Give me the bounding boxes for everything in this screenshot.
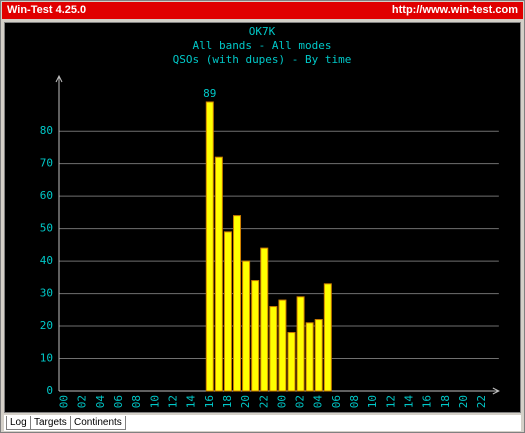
x-tick-label: 06: [330, 395, 343, 408]
bar: [269, 306, 278, 392]
x-tick-label: 10: [148, 395, 161, 408]
bar: [323, 283, 332, 392]
bar: [223, 231, 232, 392]
x-tick-label: 20: [239, 395, 252, 408]
x-tick-label: 00: [275, 395, 288, 408]
x-tick-label: 22: [257, 395, 270, 408]
bar: [296, 296, 305, 392]
value-label: 89: [203, 87, 216, 100]
y-tick-label: 40: [40, 254, 53, 267]
title-bar: Win-Test 4.25.0 http://www.win-test.com: [2, 2, 523, 19]
y-tick-label: 70: [40, 157, 53, 170]
y-tick-label: 30: [40, 287, 53, 300]
x-tick-label: 14: [403, 395, 416, 409]
bar: [278, 299, 287, 392]
bar: [251, 280, 260, 392]
bar: [205, 101, 214, 392]
chart-subtitle: All bands - All modes: [192, 39, 331, 52]
chart-area: OK7K All bands - All modes QSOs (with du…: [4, 22, 521, 413]
bar: [314, 319, 323, 392]
tab-bar: Log Targets Continents: [4, 415, 521, 431]
x-tick-label: 14: [185, 395, 198, 409]
chart: OK7K All bands - All modes QSOs (with du…: [40, 25, 500, 409]
bar: [233, 215, 242, 392]
x-tick-label: 08: [130, 395, 143, 408]
chart-subtitle: QSOs (with dupes) - By time: [173, 53, 352, 66]
x-tick-label: 06: [112, 395, 125, 408]
bar: [260, 247, 269, 392]
x-tick-label: 18: [221, 395, 234, 408]
window-url: http://www.win-test.com: [391, 4, 518, 16]
y-tick-label: 20: [40, 319, 53, 332]
x-tick-label: 12: [384, 395, 397, 408]
x-tick-label: 08: [348, 395, 361, 408]
x-tick-label: 10: [366, 395, 379, 408]
window-title: Win-Test 4.25.0: [7, 4, 87, 16]
y-tick-label: 80: [40, 124, 53, 137]
y-tick-label: 60: [40, 189, 53, 202]
x-tick-label: 22: [475, 395, 488, 408]
y-axis-arrow: [55, 74, 63, 83]
y-tick-label: 10: [40, 352, 53, 365]
x-tick-label: 04: [312, 395, 325, 409]
chart-title: OK7K: [249, 25, 276, 38]
tab[interactable]: Targets: [30, 416, 71, 430]
bar: [287, 332, 296, 392]
x-tick-label: 02: [294, 395, 307, 408]
x-tick-label: 16: [421, 395, 434, 408]
y-tick-label: 0: [46, 384, 53, 397]
x-tick-label: 12: [166, 395, 179, 408]
x-tick-label: 18: [439, 395, 452, 408]
x-axis-arrow: [492, 387, 500, 395]
x-tick-label: 04: [94, 395, 107, 409]
x-tick-label: 16: [203, 395, 216, 408]
bar: [305, 322, 314, 392]
tab[interactable]: Log: [6, 416, 31, 430]
tab[interactable]: Continents: [70, 416, 126, 430]
y-tick-label: 50: [40, 222, 53, 235]
x-tick-label: 02: [76, 395, 89, 408]
bar: [242, 260, 251, 392]
x-tick-label: 20: [457, 395, 470, 408]
x-tick-label: 00: [58, 395, 71, 408]
bar: [214, 156, 223, 392]
